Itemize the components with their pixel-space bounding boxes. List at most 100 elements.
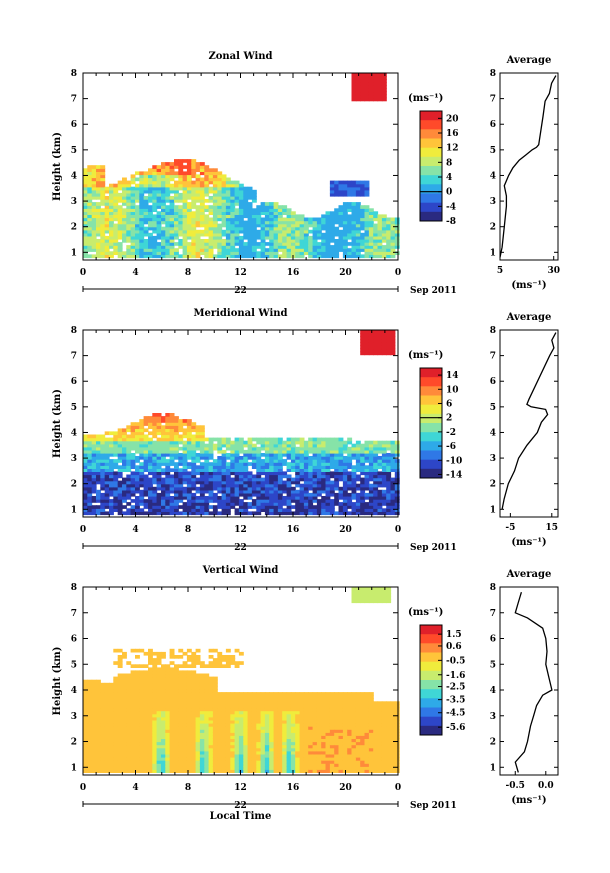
- heatmap-cell: [360, 94, 366, 99]
- heatmap-cell: [135, 508, 140, 512]
- heatmap-cell: [351, 443, 357, 448]
- heatmap-cell: [130, 459, 136, 463]
- heatmap-cell: [360, 211, 366, 215]
- heatmap-cell: [351, 97, 357, 102]
- heatmap-cell: [308, 477, 314, 482]
- heatmap-cell: [135, 670, 140, 675]
- heatmap-cell: [165, 729, 171, 733]
- heatmap-cell: [91, 701, 97, 705]
- heatmap-cell: [96, 465, 101, 469]
- heatmap-cell: [269, 496, 275, 500]
- heatmap-cell: [174, 502, 179, 506]
- heatmap-cell: [186, 202, 192, 206]
- heatmap-cell: [390, 220, 396, 225]
- heatmap-cell: [100, 186, 106, 191]
- heatmap-cell: [161, 723, 166, 727]
- heatmap-cell: [135, 710, 140, 715]
- heatmap-cell: [212, 226, 218, 231]
- heatmap-cell: [135, 738, 140, 743]
- heatmap-cell: [208, 648, 214, 653]
- heatmap-cell: [174, 428, 179, 433]
- heatmap-cell: [135, 676, 140, 681]
- heatmap-cell: [221, 716, 227, 721]
- heatmap-cell: [381, 492, 387, 497]
- heatmap-cell: [312, 465, 318, 469]
- heatmap-cell: [243, 202, 249, 206]
- heatmap-cell: [152, 180, 158, 185]
- heatmap-cell: [139, 753, 145, 758]
- heatmap-cell: [325, 462, 331, 466]
- heatmap-cell: [225, 499, 231, 503]
- heatmap-cell: [251, 489, 257, 494]
- heatmap-cell: [303, 251, 309, 255]
- heatmap-cell: [334, 453, 340, 457]
- heatmap-cell: [117, 208, 123, 212]
- heatmap-cell: [212, 763, 218, 767]
- heatmap-cell: [91, 489, 97, 494]
- heatmap-cell: [347, 453, 353, 457]
- heatmap-cell: [381, 239, 387, 243]
- heatmap-cell: [91, 726, 97, 730]
- heatmap-cell: [273, 508, 279, 512]
- heatmap-cell: [87, 729, 93, 733]
- heatmap-cell: [174, 496, 179, 500]
- heatmap-cell: [165, 505, 171, 509]
- heatmap-cell: [186, 440, 192, 445]
- heatmap-cell: [130, 217, 136, 222]
- heatmap-cell: [126, 698, 132, 702]
- heatmap-cell: [199, 214, 205, 219]
- heatmap-cell: [178, 425, 184, 429]
- heatmap-cell: [381, 459, 387, 463]
- heatmap-cell: [139, 180, 145, 185]
- heatmap-cell: [243, 443, 249, 448]
- heatmap-cell: [91, 446, 97, 451]
- heatmap-cell: [247, 251, 253, 255]
- heatmap-cell: [126, 760, 132, 764]
- heatmap-cell: [152, 713, 158, 718]
- heatmap-cell: [195, 465, 201, 469]
- heatmap-cell: [165, 713, 171, 718]
- heatmap-cell: [91, 505, 97, 509]
- heatmap-cell: [360, 480, 366, 485]
- heatmap-cell: [212, 217, 218, 222]
- heatmap-cell: [377, 336, 383, 340]
- heatmap-cell: [199, 766, 205, 770]
- heatmap-cell: [156, 505, 162, 509]
- heatmap-cell: [355, 474, 361, 479]
- heatmap-cell: [221, 214, 227, 219]
- heatmap-cell: [87, 726, 93, 730]
- heatmap-cell: [394, 511, 400, 516]
- heatmap-cell: [381, 73, 387, 77]
- heatmap-cell: [364, 94, 370, 99]
- heatmap-cell: [100, 440, 106, 445]
- heatmap-cell: [321, 251, 327, 255]
- heatmap-cell: [312, 220, 318, 225]
- heatmap-cell: [122, 753, 127, 758]
- heatmap-cell: [360, 76, 366, 80]
- heatmap-cell: [364, 443, 370, 448]
- heatmap-cell: [143, 670, 149, 675]
- heatmap-cell: [161, 726, 166, 730]
- heatmap-cell: [221, 701, 227, 705]
- heatmap-cell: [290, 217, 296, 222]
- heatmap-cell: [234, 707, 240, 712]
- heatmap-cell: [351, 254, 357, 259]
- heatmap-cell: [186, 492, 192, 497]
- heatmap-cell: [113, 713, 119, 718]
- heatmap-cell: [243, 496, 249, 500]
- heatmap-cell: [303, 477, 309, 482]
- heatmap-cell: [117, 716, 123, 721]
- heatmap-cell: [139, 434, 145, 439]
- heatmap-cell: [204, 753, 210, 758]
- heatmap-cell: [87, 766, 93, 770]
- heatmap-cell: [360, 483, 366, 488]
- heatmap-cell: [273, 254, 279, 259]
- heatmap-cell: [165, 205, 171, 209]
- heatmap-cell: [243, 453, 249, 457]
- heatmap-cell: [377, 471, 383, 476]
- heatmap-cell: [312, 456, 318, 460]
- heatmap-cell: [338, 459, 344, 463]
- heatmap-cell: [264, 511, 270, 516]
- heatmap-cell: [182, 723, 188, 727]
- heatmap-cell: [104, 226, 110, 231]
